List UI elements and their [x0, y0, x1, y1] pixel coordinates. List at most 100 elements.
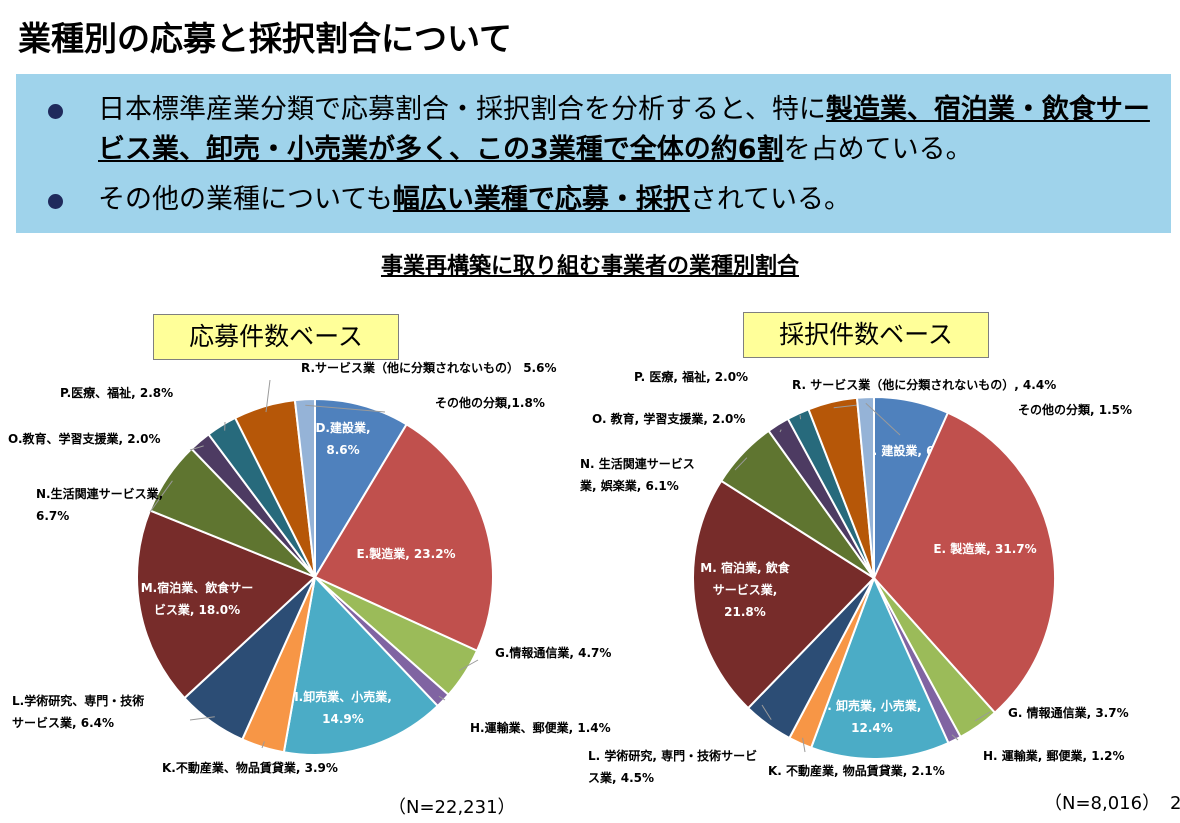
pie-slice — [809, 575, 950, 761]
pie-slice — [692, 479, 876, 710]
data-label-line: ス業, 4.5% — [588, 770, 654, 785]
bullet-text-comma: 、 — [449, 134, 476, 165]
data-label: その他の分類, 1.5% — [1018, 402, 1132, 417]
chart-heading: 事業再構築に取り組む事業者の業種別割合 — [380, 254, 799, 279]
bullet-text: その他の業種についても幅広い業種で応募・採択されている。 — [48, 180, 1158, 220]
data-label-line: 14.9% — [322, 712, 364, 726]
adoptions-chart-label: 採択件数ベース — [743, 312, 989, 358]
pie-slice — [855, 395, 875, 579]
data-label: D.建設業, 8.6% — [315, 420, 370, 457]
data-label-line: サービス業, — [713, 582, 778, 597]
page-title: 業種別の応募と採択割合について — [18, 19, 513, 58]
data-label-line: P. 医療, 福祉, 2.0% — [634, 369, 748, 384]
pie-slice — [293, 397, 316, 578]
leader-line — [189, 445, 204, 451]
pie-slice — [136, 509, 317, 700]
pie-slice — [872, 411, 1056, 715]
data-label-line: G. 情報通信業, 3.7% — [1008, 705, 1129, 720]
data-label-line: E.製造業, 23.2% — [356, 546, 455, 561]
leader-line — [799, 414, 802, 420]
bullet-text-post: を占めている。 — [783, 134, 973, 165]
leader-line — [833, 404, 859, 409]
data-label-line: 業, 娯楽業, 6.1% — [579, 478, 679, 493]
data-label: N.生活関連サービス業, 6.7% — [36, 486, 163, 523]
data-label-line: O.教育、学習支援業, 2.0% — [8, 431, 161, 446]
data-label-line: M. 宿泊業, 飲食 — [700, 560, 790, 575]
leader-line — [734, 457, 748, 471]
data-label: O.教育、学習支援業, 2.0% — [8, 431, 161, 446]
leader-line — [438, 695, 446, 701]
data-label-line: その他の分類, 1.5% — [1018, 402, 1132, 417]
summary-bullet-1: 日本標準産業分類で応募割合・採択割合を分析すると、特に製造業、宿泊業・飲食サービ… — [48, 90, 1158, 170]
bullet-text-pre: 日本標準産業分類で応募割合・採択割合を分析すると、特に — [98, 94, 826, 125]
pie-slice — [314, 397, 408, 581]
data-label: G. 情報通信業, 3.7% — [1008, 705, 1129, 720]
bullet-dot-icon — [48, 104, 63, 119]
data-label: G.情報通信業, 4.7% — [495, 645, 611, 660]
data-label-line: N. 生活関連サービス — [580, 456, 695, 471]
summary-box: 日本標準産業分類で応募割合・採択割合を分析すると、特に製造業、宿泊業・飲食サービ… — [16, 74, 1171, 233]
data-label-line: K. 不動産業, 物品賃貸業, 2.1% — [768, 763, 945, 778]
data-label-line: N.生活関連サービス業, — [36, 486, 163, 501]
data-label: P. 医療, 福祉, 2.0% — [634, 369, 748, 384]
applications-sample-size: （N=22,231） — [388, 797, 516, 818]
data-label: L. 学術研究, 専門・技術サービス業, 4.5% — [588, 748, 757, 785]
data-label-line: その他の分類,1.8% — [435, 395, 545, 410]
adoptions-pie: D. 建設業, 6.7%E. 製造業, 31.7%G. 情報通信業, 3.7%H… — [579, 369, 1132, 785]
data-label-line: E. 製造業, 31.7% — [933, 541, 1036, 556]
data-label-line: R.サービス業（他に分類されないもの） 5.6% — [301, 360, 556, 375]
leader-line — [974, 711, 991, 722]
data-label: L.学術研究、専門・技術サービス業, 6.4% — [12, 693, 144, 730]
summary-bullet-2: その他の業種についても幅広い業種で応募・採択されている。 — [48, 180, 1158, 220]
leader-line — [261, 741, 265, 749]
data-label-line: 21.8% — [724, 605, 766, 619]
data-label-line: L. 学術研究, 専門・技術サービ — [588, 748, 757, 763]
data-label: I. 卸売業, 小売業, 12.4% — [823, 698, 922, 735]
page-number: 2 — [1170, 793, 1180, 814]
bullet-text-emphasis: 製造業、宿泊業・飲食サービス業、卸売・小売業が多く — [98, 94, 1150, 165]
bullet-text-emphasis: この3業種で全体の約6割 — [476, 134, 784, 165]
leader-line — [265, 379, 271, 413]
data-label: その他の分類,1.8% — [435, 395, 545, 410]
data-label-line: サービス業, 6.4% — [12, 715, 114, 730]
data-label-line: G.情報通信業, 4.7% — [495, 645, 611, 660]
leader-line — [459, 659, 479, 671]
bullet-text-pre: その他の業種についても — [98, 184, 393, 215]
data-label: N. 生活関連サービス業, 娯楽業, 6.1% — [579, 456, 695, 493]
data-label-line: I.卸売業、小売業, — [294, 689, 392, 704]
adoptions-sample-size: （N=8,016） — [1044, 793, 1161, 814]
data-label-line: R. サービス業（他に分類されないもの）, 4.4% — [792, 377, 1056, 392]
data-label: E. 製造業, 31.7% — [933, 541, 1036, 556]
data-label-line: D.建設業, — [315, 420, 370, 435]
data-label: H.運輸業、郵便業, 1.4% — [470, 720, 611, 735]
data-label-line: 6.7% — [36, 509, 69, 523]
pie-slice — [282, 574, 440, 756]
leader-line — [149, 480, 173, 513]
data-label: H. 運輸業, 郵便業, 1.2% — [983, 748, 1125, 763]
data-label: M.宿泊業、飲食サービス業, 18.0% — [141, 580, 254, 617]
bullet-dot-icon — [48, 194, 63, 209]
applications-pie: D.建設業, 8.6% E.製造業, 23.2% G.情報通信業, 4.7% H.運輸業… — [8, 360, 611, 775]
data-label-line: P.医療、福祉, 2.8% — [60, 385, 173, 400]
leader-line — [802, 737, 806, 753]
data-label: E.製造業, 23.2% — [356, 546, 455, 561]
data-label: R.サービス業（他に分類されないもの） 5.6% — [301, 360, 556, 375]
data-label: P.医療、福祉, 2.8% — [60, 385, 173, 400]
leader-line — [761, 704, 772, 720]
data-label-line: 8.6% — [326, 443, 359, 457]
data-label-line: H.運輸業、郵便業, 1.4% — [470, 720, 611, 735]
data-label: I.卸売業、小売業, 14.9% — [294, 689, 392, 726]
leader-line — [305, 404, 386, 413]
pie-slice — [313, 422, 495, 653]
data-label: K.不動産業、物品賃貸業, 3.9% — [162, 760, 338, 775]
data-label: M. 宿泊業, 飲食サービス業, 21.8% — [700, 560, 790, 619]
data-label: O. 教育, 学習支援業, 2.0% — [592, 411, 745, 426]
data-label: R. サービス業（他に分類されないもの）, 4.4% — [792, 377, 1056, 392]
data-label-line: O. 教育, 学習支援業, 2.0% — [592, 411, 745, 426]
applications-chart-label: 応募件数ベース — [153, 314, 399, 360]
data-label-line: 12.4% — [851, 721, 893, 735]
data-label-line: I. 卸売業, 小売業, — [823, 698, 922, 713]
data-label-line: M.宿泊業、飲食サー — [141, 580, 254, 595]
data-label-line: ビス業, 18.0% — [154, 602, 240, 617]
